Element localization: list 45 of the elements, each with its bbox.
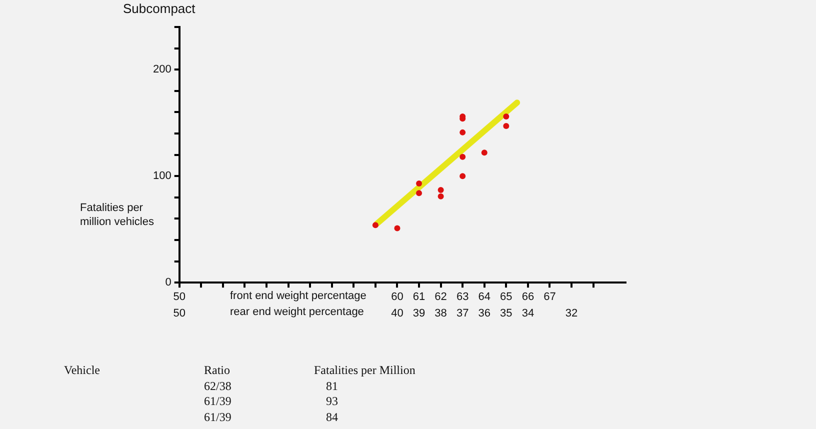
text: 93: [325, 394, 339, 410]
point: [503, 123, 510, 130]
x2-tick-label: 39: [412, 307, 426, 320]
x-tick-label: 64: [478, 291, 491, 304]
point: [503, 113, 510, 120]
x2-tick-label: 35: [500, 307, 512, 320]
x-tick-label: 50: [173, 291, 186, 304]
text: 84: [325, 410, 339, 425]
x2-tick-label: 32: [565, 307, 578, 320]
text: Fatalities per Million: [314, 363, 416, 378]
point: [481, 150, 488, 156]
x2-tick-label: 37: [456, 307, 469, 320]
point: [394, 225, 400, 232]
text: Vehicle: [64, 363, 101, 378]
x-tick-label: 67: [544, 291, 556, 304]
text: Ratio: [204, 363, 231, 378]
x2-tick-label: 38: [434, 307, 447, 320]
y-tick-label: 100: [152, 170, 172, 182]
x-tick-label: 60: [391, 291, 404, 304]
text: 81: [325, 378, 339, 394]
x-tick-label: 63: [456, 291, 469, 304]
x2-tick-label: 50: [173, 307, 186, 320]
point: [460, 129, 466, 136]
x-tick-label: 61: [412, 291, 426, 304]
point: [438, 193, 444, 200]
point: [460, 154, 466, 160]
text: 61/39: [204, 394, 232, 410]
point: [460, 173, 466, 180]
y-axis-title: Fatalities per million vehicles: [80, 201, 154, 229]
text: 61/39: [204, 410, 232, 425]
x-axis-title: front end weight percentage rear end weight percentage: [230, 289, 366, 320]
y-tick-label: 0: [165, 276, 172, 289]
point: [416, 190, 422, 196]
x2-tick-label: 34: [522, 307, 534, 320]
x2-tick-label: 36: [478, 307, 491, 320]
point: [416, 180, 422, 187]
x2-tick-label: 40: [391, 307, 404, 320]
point: [438, 186, 444, 193]
point: [372, 222, 378, 228]
x-tick-label: 65: [500, 291, 512, 304]
x-tick-label: 66: [522, 291, 534, 304]
text: 62/38: [204, 378, 232, 394]
y-tick-label: 200: [152, 64, 172, 76]
chart-title: Subcompact: [123, 1, 196, 16]
x-tick-label: 62: [434, 291, 447, 304]
